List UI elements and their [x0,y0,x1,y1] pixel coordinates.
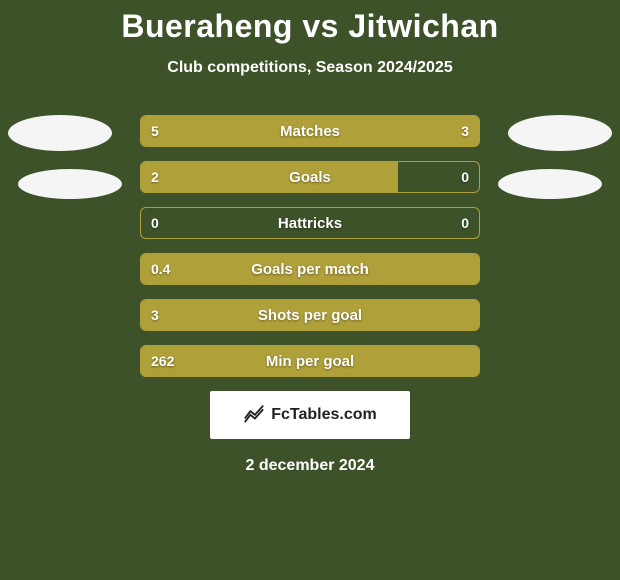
stat-value-left: 0 [151,208,159,238]
player-left-avatar [8,115,112,151]
stat-row: 3Shots per goal [140,299,480,331]
stat-row: 262Min per goal [140,345,480,377]
date-text: 2 december 2024 [0,457,620,475]
player-left-avatar-shadow [18,169,122,199]
stat-row: 53Matches [140,115,480,147]
subtitle: Club competitions, Season 2024/2025 [0,59,620,77]
comparison-chart: 53Matches20Goals00Hattricks0.4Goals per … [0,115,620,475]
bar-fill-left [141,254,479,284]
player-right-avatar-shadow [498,169,602,199]
stat-bars: 53Matches20Goals00Hattricks0.4Goals per … [140,115,480,377]
stat-value-right: 0 [461,208,469,238]
bar-fill-left [141,116,352,146]
brand-text: FcTables.com [271,406,377,424]
stat-row: 20Goals [140,161,480,193]
page-title: Bueraheng vs Jitwichan [0,0,620,45]
brand-icon [243,402,265,429]
bar-fill-right [352,116,479,146]
stat-row: 0.4Goals per match [140,253,480,285]
bar-fill-left [141,346,479,376]
stat-value-right: 0 [461,162,469,192]
player-right-avatar [508,115,612,151]
brand-badge[interactable]: FcTables.com [210,391,410,439]
bar-fill-left [141,162,398,192]
bar-fill-left [141,300,479,330]
stat-label: Hattricks [141,208,479,238]
stat-row: 0 0Hattricks [140,207,480,239]
